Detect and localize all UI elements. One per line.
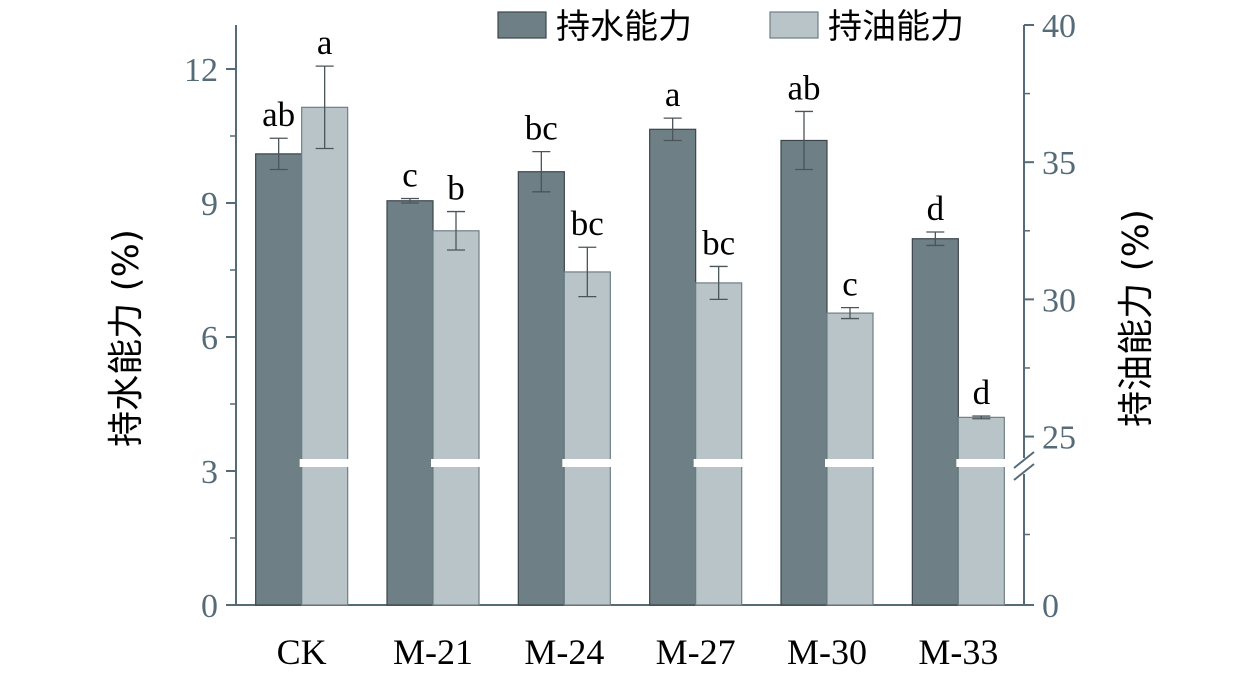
significance-label: bc — [702, 223, 735, 262]
bar-water-holding — [649, 128, 697, 606]
significance-label: a — [317, 23, 333, 62]
significance-label: a — [665, 75, 681, 114]
significance-label: c — [402, 156, 418, 195]
bar-water-holding — [386, 200, 434, 606]
bar-oil-holding — [695, 282, 743, 606]
significance-label: ab — [262, 95, 295, 134]
bar-water-holding — [255, 153, 303, 606]
x-category-label: M-21 — [393, 632, 473, 672]
legend: 持水能力 持油能力 — [497, 7, 964, 47]
y-left-tick-label: 6 — [201, 320, 218, 357]
significance-label: d — [927, 189, 945, 228]
y-left-tick-label: 0 — [201, 588, 218, 625]
y-right-axis-break-mark — [1013, 463, 1035, 481]
bar-water-holding — [911, 238, 959, 606]
bar-break-gap — [825, 459, 875, 467]
significance-label: bc — [571, 204, 604, 243]
legend-swatch-oil — [769, 11, 819, 39]
legend-label-oil: 持油能力 — [828, 7, 964, 47]
significance-label: ab — [787, 68, 820, 107]
y-left-axis-title: 持水能力 (%) — [106, 229, 147, 447]
y-right-axis-break-mark — [1013, 451, 1035, 469]
x-category-label: CK — [277, 632, 327, 672]
bar-oil-holding — [957, 416, 1005, 606]
y-right-tick-label: 25 — [1042, 420, 1076, 457]
y-left-tick-label: 3 — [201, 454, 218, 491]
bars-layer — [255, 65, 1007, 606]
y-left-tick-label: 12 — [184, 52, 218, 89]
legend-label-water: 持水能力 — [556, 7, 692, 47]
y-right-tick-label: 30 — [1042, 282, 1076, 319]
x-category-label: M-30 — [787, 632, 867, 672]
significance-label: bc — [525, 109, 558, 148]
bar-break-gap — [431, 459, 481, 467]
significance-label: d — [973, 373, 991, 412]
legend-swatch-water — [497, 11, 547, 39]
bar-water-holding — [517, 171, 565, 606]
y-right-tick-label: 35 — [1042, 145, 1076, 182]
axes-layer — [226, 24, 1035, 606]
y-right-axis-title: 持油能力 (%) — [1116, 209, 1157, 427]
y-left-tick-label: 9 — [201, 186, 218, 223]
significance-label: b — [447, 169, 465, 208]
bar-oil-holding — [301, 106, 349, 606]
bar-water-holding — [780, 139, 828, 606]
bar-break-gap — [956, 459, 1007, 467]
x-category-label: M-33 — [918, 632, 998, 672]
bar-break-gap — [299, 459, 350, 467]
significance-label: c — [842, 265, 858, 304]
bar-oil-holding — [432, 230, 480, 606]
y-right-tick-label: 40 — [1042, 8, 1076, 45]
bar-break-gap — [562, 459, 613, 467]
x-category-label: M-24 — [524, 632, 604, 672]
bar-oil-holding — [563, 271, 611, 606]
bar-break-gap — [693, 459, 744, 467]
x-category-label: M-27 — [656, 632, 736, 672]
y-right-tick-label: 0 — [1042, 588, 1059, 625]
